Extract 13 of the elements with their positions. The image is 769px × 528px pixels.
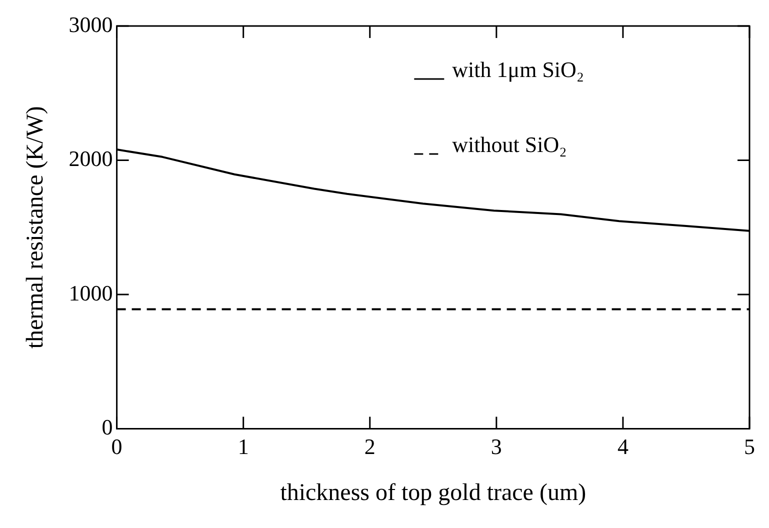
x-tick-label: 5	[744, 434, 755, 459]
y-tick-label: 2000	[68, 146, 113, 172]
x-tick-label: 2	[364, 434, 376, 459]
y-axis-title: thermal resistance (K/W)	[22, 106, 49, 349]
x-axis-title: thickness of top gold trace (um)	[280, 480, 586, 506]
x-tick-label: 1	[238, 434, 249, 459]
x-tick-label: 4	[617, 434, 628, 459]
y-tick-label: 0	[102, 414, 113, 440]
legend-label: with 1μm SiO₂	[452, 56, 584, 82]
y-tick-label: 1000	[68, 280, 113, 306]
x-tick-label: 3	[490, 434, 502, 459]
legend-label: without SiO₂	[452, 132, 567, 157]
y-tick-label: 3000	[68, 12, 113, 37]
